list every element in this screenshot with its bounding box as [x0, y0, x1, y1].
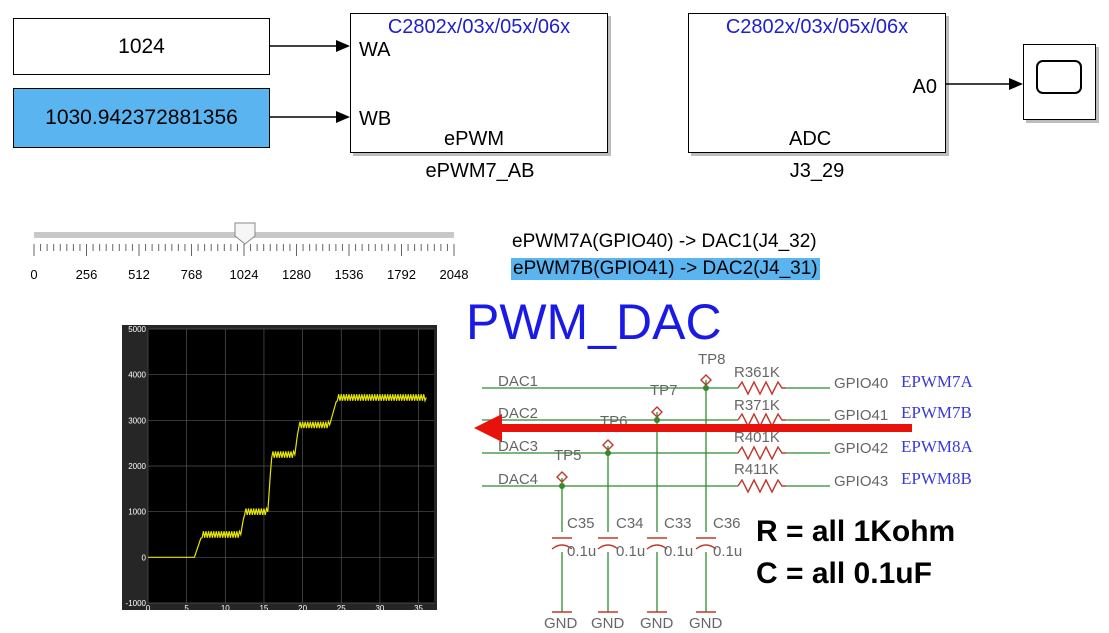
epwm-block[interactable]: C2802x/03x/05x/06x WA WB ePWM	[350, 13, 608, 153]
scope-y-tick-label: 2000	[128, 462, 146, 471]
scope-x-tick-label: 15	[259, 604, 268, 610]
epwm-block-name: ePWM7_AB	[425, 160, 535, 182]
scope-x-tick-label: 0	[146, 604, 151, 610]
slider-tick-label: 1024	[229, 267, 259, 282]
dac2-label: DAC2	[498, 405, 538, 422]
scope-y-tick-label: 3000	[128, 416, 146, 425]
gpio40-label: GPIO40	[834, 375, 888, 392]
gnd-label-4: GND	[689, 615, 723, 630]
signal-direction-arrowhead-icon	[474, 414, 502, 442]
c33-value: 0.1u	[664, 543, 693, 560]
scope-x-tick-label: 20	[298, 604, 307, 610]
adc-inner-label: ADC	[789, 128, 832, 150]
epwm-block-title: C2802x/03x/05x/06x	[387, 16, 571, 38]
adc-block-name: J3_29	[789, 160, 845, 182]
slider-thumb[interactable]	[234, 222, 256, 246]
epwm-port-wb: WB	[359, 108, 392, 130]
scope-screen-icon	[1036, 60, 1082, 94]
slider-tick-label: 1280	[282, 267, 311, 282]
mapping-line-1: ePWM7A(GPIO40) -> DAC1(J4_32)	[512, 231, 817, 252]
scope-y-tick-label: 4000	[128, 371, 146, 380]
slider-tick-label: 2048	[439, 267, 469, 282]
epwm8a-label: EPWM8A	[901, 437, 974, 456]
tp5-label: TP5	[554, 447, 582, 464]
scope-block[interactable]	[1023, 44, 1096, 120]
wa-constant-value: 1024	[118, 34, 165, 58]
dac3-label: DAC3	[498, 438, 538, 455]
r36-label: R361K	[734, 364, 780, 381]
epwm-port-wa: WA	[359, 39, 391, 61]
c36-value: 0.1u	[713, 543, 742, 560]
value-slider[interactable]	[30, 222, 460, 282]
scope-y-tick-label: 1000	[128, 508, 146, 517]
scope-y-tick-label: 0	[142, 553, 147, 562]
adc-block-title: C2802x/03x/05x/06x	[725, 16, 909, 38]
gpio43-label: GPIO43	[834, 473, 888, 490]
dac1-label: DAC1	[498, 373, 538, 390]
wb-constant-value: 1030.942372881356	[45, 106, 238, 129]
slider-tick-label: 768	[180, 267, 203, 282]
gpio42-label: GPIO42	[834, 440, 888, 457]
epwm7b-label: EPWM7B	[901, 403, 972, 422]
mapping-line-2: ePWM7B(GPIO41) -> DAC2(J4_31)	[511, 258, 820, 280]
scope-chart: 0 5 10 15 20 25 30 35 -1000 0 1000 2000 3000 4000 5000	[122, 325, 437, 613]
slider-tick-label: 256	[75, 267, 98, 282]
scope-x-tick-label: 10	[221, 604, 230, 610]
adc-block[interactable]: C2802x/03x/05x/06x A0 ADC	[688, 13, 946, 153]
wa-constant-block[interactable]: 1024	[13, 18, 270, 75]
scope-signal-trace	[148, 394, 427, 558]
slider-ticks	[33, 244, 455, 256]
dac4-label: DAC4	[498, 471, 538, 488]
scope-x-tick-label: 35	[414, 604, 423, 610]
slider-tick-label: 1792	[387, 267, 416, 282]
pwm-dac-heading: PWM_DAC	[466, 294, 722, 350]
gnd-label-3: GND	[640, 615, 674, 630]
slider-tick-label: 0	[30, 267, 38, 282]
dac-schematic: DAC1 DAC2 DAC3 DAC4 TP8 TP7 TP6 TP5 R361…	[474, 351, 974, 630]
capacitor-note: C = all 0.1uF	[756, 557, 932, 590]
c35-value: 0.1u	[567, 543, 596, 560]
scope-x-tick-label: 5	[184, 604, 189, 610]
signal-lines	[270, 40, 1023, 123]
slider-tick-label: 512	[128, 267, 150, 282]
tp7-label: TP7	[650, 382, 678, 399]
scope-y-tick-label: -1000	[126, 599, 147, 608]
r41-label: R411K	[734, 461, 779, 478]
c35-label: C35	[567, 515, 595, 532]
gnd-label-2: GND	[591, 615, 625, 630]
wb-arrowhead	[336, 111, 350, 123]
c33-label: C33	[664, 515, 692, 532]
epwm-inner-label: ePWM	[444, 128, 504, 150]
c34-label: C34	[616, 515, 644, 532]
gpio41-label: GPIO41	[834, 407, 888, 424]
slider-tick-label: 1536	[334, 267, 364, 282]
resistor-note: R = all 1Kohm	[756, 515, 956, 548]
wa-arrowhead	[336, 40, 350, 52]
gnd-label-1: GND	[544, 615, 578, 630]
wb-constant-block[interactable]: 1030.942372881356	[13, 88, 270, 148]
scope-x-tick-label: 30	[375, 604, 384, 610]
epwm8b-label: EPWM8B	[901, 469, 972, 488]
c36-label: C36	[713, 515, 741, 532]
r40-label: R401K	[734, 429, 780, 446]
tp8-label: TP8	[698, 351, 726, 368]
scope-y-tick-label: 5000	[128, 325, 146, 334]
epwm7a-label: EPWM7A	[901, 372, 974, 391]
scope-x-tick-label: 25	[337, 604, 346, 610]
r37-label: R371K	[734, 397, 780, 414]
a0-arrowhead	[1009, 78, 1023, 90]
adc-port-a0: A0	[912, 76, 937, 98]
c34-value: 0.1u	[616, 543, 645, 560]
